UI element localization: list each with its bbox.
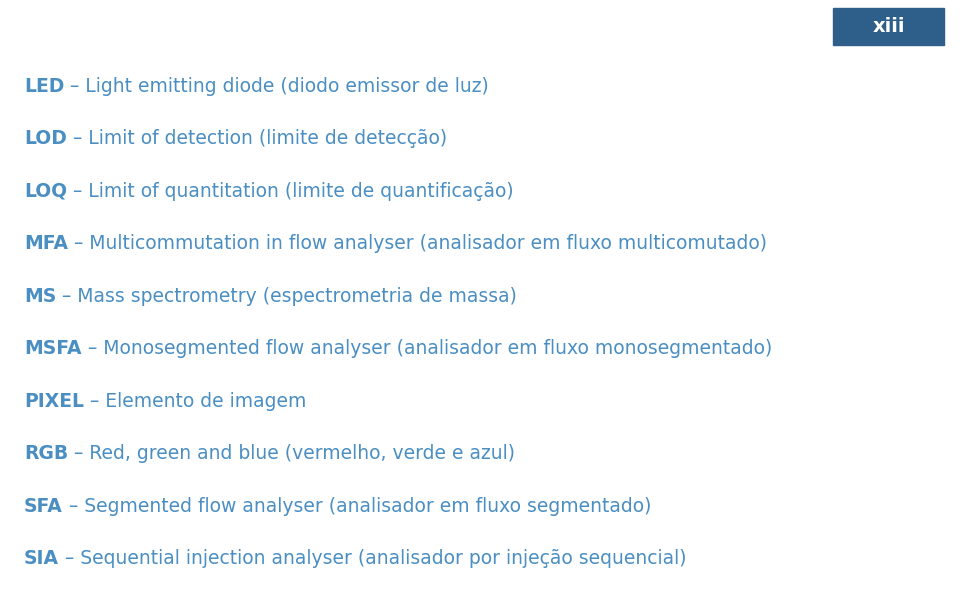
- Text: – Limit of quantitation (limite de quantificação): – Limit of quantitation (limite de quant…: [67, 182, 514, 201]
- Text: – Red, green and blue (vermelho, verde e azul): – Red, green and blue (vermelho, verde e…: [68, 444, 516, 463]
- Text: – Elemento de imagem: – Elemento de imagem: [84, 392, 306, 411]
- Text: MSFA: MSFA: [24, 339, 82, 358]
- Text: – Segmented flow analyser (analisador em fluxo segmentado): – Segmented flow analyser (analisador em…: [62, 496, 651, 516]
- Text: – Sequential injection analyser (analisador por injeção sequencial): – Sequential injection analyser (analisa…: [59, 549, 686, 568]
- Text: – Limit of detection (limite de detecção): – Limit of detection (limite de detecção…: [67, 129, 447, 148]
- Text: – Mass spectrometry (espectrometria de massa): – Mass spectrometry (espectrometria de m…: [57, 287, 517, 306]
- Text: – Light emitting diode (diodo emissor de luz): – Light emitting diode (diodo emissor de…: [64, 77, 490, 96]
- Text: SIA: SIA: [24, 549, 59, 568]
- Text: LOD: LOD: [24, 129, 67, 148]
- Text: LED: LED: [24, 77, 64, 96]
- Text: PIXEL: PIXEL: [24, 392, 84, 411]
- Text: RGB: RGB: [24, 444, 68, 463]
- Text: MFA: MFA: [24, 234, 68, 253]
- Text: SFA: SFA: [24, 496, 62, 516]
- Text: – Monosegmented flow analyser (analisador em fluxo monosegmentado): – Monosegmented flow analyser (analisado…: [82, 339, 772, 358]
- Text: xiii: xiii: [873, 17, 904, 36]
- Text: MS: MS: [24, 287, 57, 306]
- Text: – Multicommutation in flow analyser (analisador em fluxo multicomutado): – Multicommutation in flow analyser (ana…: [68, 234, 767, 253]
- Text: LOQ: LOQ: [24, 182, 67, 201]
